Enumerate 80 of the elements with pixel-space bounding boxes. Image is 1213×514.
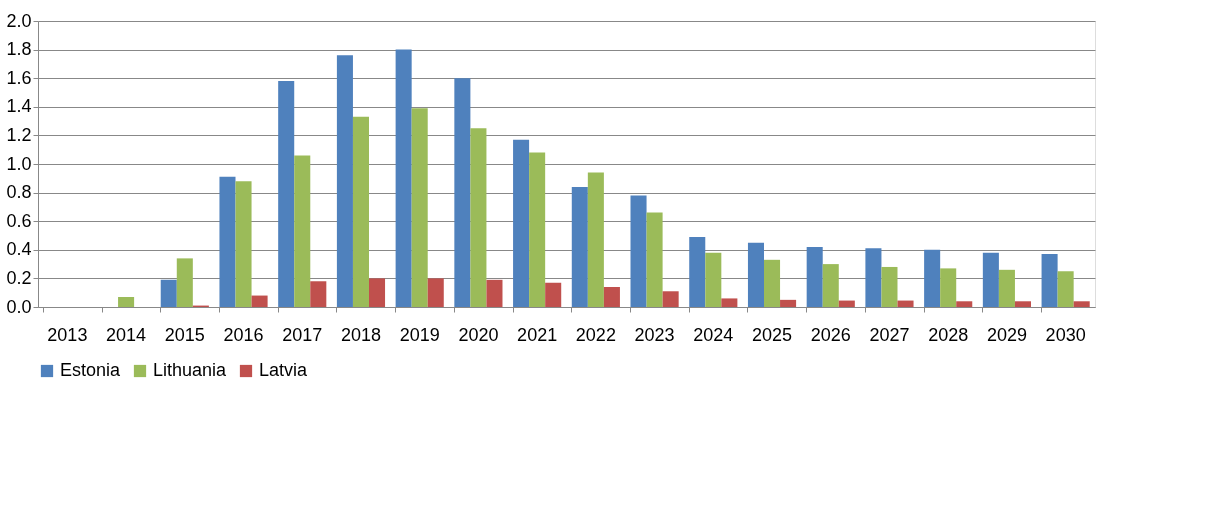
bar — [336, 55, 353, 307]
x-tick-label: 2020 — [458, 324, 499, 345]
bar — [395, 49, 412, 307]
x-tick-label: 2013 — [47, 324, 88, 345]
y-tick-label: 0.8 — [6, 182, 32, 203]
x-tick-label: 2021 — [517, 324, 558, 345]
legend-label: Latvia — [259, 360, 309, 380]
bar — [924, 249, 941, 307]
bar — [571, 186, 588, 307]
y-tick-label: 1.2 — [6, 124, 32, 145]
x-tick-label: 2030 — [1045, 324, 1086, 345]
bar — [662, 291, 679, 307]
bar — [881, 266, 898, 307]
bar — [470, 128, 487, 307]
bar — [251, 295, 268, 307]
bar — [529, 152, 546, 307]
bar — [603, 286, 620, 307]
bar — [630, 195, 647, 307]
x-tick-label: 2015 — [164, 324, 205, 345]
bar — [352, 116, 369, 307]
bar — [176, 258, 193, 307]
x-tick-label: 2018 — [340, 324, 381, 345]
y-tick-label: 1.4 — [6, 96, 32, 117]
bar — [545, 282, 562, 307]
bar — [1073, 301, 1090, 307]
x-tick-label: 2023 — [634, 324, 675, 345]
x-tick-label: 2024 — [693, 324, 734, 345]
bar — [747, 242, 764, 307]
bar — [956, 301, 973, 307]
x-tick-label: 2017 — [282, 324, 323, 345]
x-tick-label: 2029 — [986, 324, 1027, 345]
bar — [1057, 271, 1074, 307]
bar — [118, 296, 135, 307]
bar — [411, 108, 428, 307]
bar — [454, 78, 471, 307]
x-tick-label: 2022 — [575, 324, 616, 345]
bar — [160, 279, 177, 307]
bar — [982, 252, 999, 307]
bar — [294, 155, 311, 307]
bar — [310, 281, 327, 307]
bar — [865, 248, 882, 307]
bar — [646, 212, 663, 307]
bar — [219, 176, 236, 307]
bar — [369, 278, 386, 307]
bar — [587, 172, 604, 307]
y-tick-label: 1.8 — [6, 39, 32, 60]
bar — [235, 181, 252, 307]
y-tick-label: 0.6 — [6, 210, 32, 231]
bar — [897, 300, 914, 307]
bar — [427, 278, 444, 307]
bar — [806, 246, 823, 307]
bar — [1014, 301, 1031, 307]
x-tick-label: 2026 — [810, 324, 851, 345]
y-tick-label: 0.2 — [6, 267, 32, 288]
y-tick-label: 0.4 — [6, 239, 32, 260]
bar — [513, 139, 530, 307]
bar — [940, 268, 957, 307]
y-tick-label: 0.0 — [6, 296, 32, 317]
y-tick-label: 1.0 — [6, 153, 32, 174]
bar — [278, 81, 295, 307]
x-tick-label: 2014 — [106, 324, 147, 345]
x-tick-label: 2019 — [399, 324, 440, 345]
x-tick-label: 2027 — [869, 324, 910, 345]
legend-label: Estonia — [60, 360, 122, 380]
bar — [1041, 254, 1058, 307]
bar — [822, 264, 839, 307]
bar — [486, 279, 503, 307]
x-tick-label: 2025 — [752, 324, 793, 345]
x-tick-label: 2028 — [928, 324, 969, 345]
bar — [998, 269, 1015, 307]
bar — [705, 252, 722, 307]
bar — [689, 236, 706, 307]
x-tick-label: 2016 — [223, 324, 264, 345]
bar — [764, 259, 781, 307]
y-tick-label: 1.6 — [6, 67, 32, 88]
y-tick-label: 2.0 — [6, 10, 32, 31]
bar — [780, 299, 797, 307]
bar — [838, 300, 855, 307]
legend-label: Lithuania — [153, 360, 228, 380]
bar — [721, 298, 738, 307]
